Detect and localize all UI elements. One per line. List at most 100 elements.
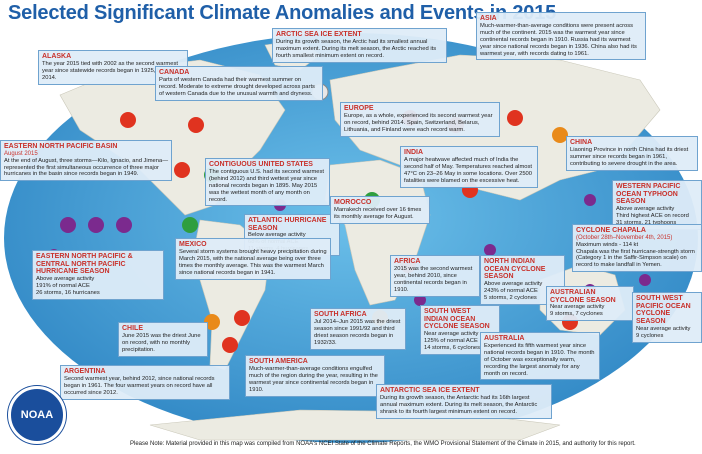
callout-text: The year 2015 tied with 2002 as the seco… xyxy=(42,60,178,81)
callout-heading: WESTERN PACIFIC OCEAN TYPHOON SEASON xyxy=(616,183,681,206)
callout: EASTERN NORTH PACIFIC BASIN August 2015 At… xyxy=(0,140,172,182)
callout-text: 243% of normal ACE xyxy=(484,288,538,295)
callout-text: Much-warmer-than-average conditions engu… xyxy=(249,365,378,393)
callout-heading: SOUTH WEST PACIFIC OCEAN CYCLONE SEASON xyxy=(636,295,691,326)
callout-heading: CHILE xyxy=(122,325,143,332)
callout-text: Near average activity xyxy=(636,325,691,332)
callout-text: 2015 was the second warmest year, behind… xyxy=(394,265,473,293)
callout-text: Above average activity xyxy=(616,206,675,213)
callout-heading: SOUTH AFRICA xyxy=(314,311,367,318)
callout-text: 9 storms, 7 cyclones xyxy=(550,311,603,318)
title: Selected Significant Climate Anomalies a… xyxy=(8,2,557,24)
callout-date: (October 28th–November 4th, 2015) xyxy=(576,234,673,241)
callout-heading: ASIA xyxy=(480,15,497,22)
callout-heading: CYCLONE CHAPALA xyxy=(576,227,646,234)
callout: MEXICO Several storm systems brought heav… xyxy=(175,238,331,280)
callout: SOUTH WEST PACIFIC OCEAN CYCLONE SEASON N… xyxy=(632,292,702,343)
callout-heading: ANTARCTIC SEA ICE EXTENT xyxy=(380,387,480,394)
callout-text: 5 storms, 2 cyclones xyxy=(484,294,537,301)
callout-heading: EASTERN NORTH PACIFIC BASIN xyxy=(4,143,118,150)
warm-icon xyxy=(120,112,136,128)
callout-text: Much-warmer-than-average conditions were… xyxy=(480,22,637,57)
callout-heading: CANADA xyxy=(159,69,190,76)
callout-text: Chapala was the first hurricane-strength… xyxy=(576,248,695,269)
callout: CYCLONE CHAPALA (October 28th–November 4t… xyxy=(572,224,702,273)
callout-text: Liaoning Province in north China had its… xyxy=(570,146,689,167)
callout-date: August 2015 xyxy=(4,150,38,157)
callout: WESTERN PACIFIC OCEAN TYPHOON SEASON Abov… xyxy=(612,180,702,230)
callout: CHILE June 2015 was the driest June on re… xyxy=(118,322,208,357)
callout-text: 26 storms, 16 hurricanes xyxy=(36,289,100,296)
callout-text: June 2015 was the driest June on record,… xyxy=(122,332,201,353)
callout-text: Experienced its fifth warmest year since… xyxy=(484,342,595,377)
callout: ARCTIC SEA ICE EXTENT During its growth s… xyxy=(272,28,447,63)
callout: AUSTRALIAN CYCLONE SEASON Near average ac… xyxy=(546,286,634,322)
callout-text: Below average activity xyxy=(248,232,306,239)
logo: NOAA xyxy=(8,386,66,444)
warm-icon xyxy=(507,110,523,126)
callout-heading: SOUTH AMERICA xyxy=(249,358,308,365)
callout-heading: INDIA xyxy=(404,149,424,156)
wet-icon xyxy=(182,217,198,233)
callout: INDIA A major heatwave affected much of I… xyxy=(400,146,538,188)
warm-icon xyxy=(174,162,190,178)
callout-heading: CONTIGUOUS UNITED STATES xyxy=(209,161,313,168)
callout-text: The contiguous U.S. had its second warme… xyxy=(209,168,325,203)
warm-icon xyxy=(234,310,250,326)
footnote: Please Note: Material provided in this m… xyxy=(130,441,636,447)
callout-text: 191% of normal ACE xyxy=(36,283,90,290)
callout: MOROCCO Marrakech received over 16 times … xyxy=(330,196,430,224)
callout-heading: AUSTRALIAN CYCLONE SEASON xyxy=(550,289,616,304)
callout-text: 14 storms, 6 cyclones xyxy=(424,344,481,351)
callout-text: 31 storms, 21 typhoons xyxy=(616,219,677,226)
callout-text: 9 cyclones xyxy=(636,332,664,339)
callout-heading: ATLANTIC HURRICANE SEASON xyxy=(248,217,327,232)
callout-text: Maximum winds - 114 kt xyxy=(576,241,639,248)
callout-heading: CHINA xyxy=(570,139,593,146)
callout-heading: AFRICA xyxy=(394,258,421,265)
callout: ARGENTINA Second warmest year, behind 201… xyxy=(60,365,230,400)
dry-icon xyxy=(552,127,568,143)
callout-heading: EASTERN NORTH PACIFIC & CENTRAL NORTH PA… xyxy=(36,253,133,276)
callout: ANTARCTIC SEA ICE EXTENT During its growt… xyxy=(376,384,552,419)
callout-heading: MOROCCO xyxy=(334,199,372,206)
callout: EASTERN NORTH PACIFIC & CENTRAL NORTH PA… xyxy=(32,250,164,300)
callout-text: At the end of August, three storms—Kilo,… xyxy=(4,157,169,178)
callout-text: Marrakech received over 16 times its mon… xyxy=(334,206,422,220)
callout-heading: ARGENTINA xyxy=(64,368,106,375)
callout-text: Near average activity xyxy=(550,304,605,311)
callout: CANADA Parts of western Canada had their … xyxy=(155,66,323,101)
callout-heading: SOUTH WEST INDIAN OCEAN CYCLONE SEASON xyxy=(424,308,490,331)
callout-text: Near average activity xyxy=(424,331,479,338)
callout-text: Above average activity xyxy=(484,281,543,288)
callout-heading: AUSTRALIA xyxy=(484,335,525,342)
callout-text: During its growth season, the Antarctic … xyxy=(380,394,538,415)
callout-heading: MEXICO xyxy=(179,241,207,248)
callout-text: During its growth season, the Arctic had… xyxy=(276,38,437,59)
callout-text: Jul 2014–Jun 2015 was the driest season … xyxy=(314,318,401,346)
callout: EUROPE Europe, as a whole, experienced it… xyxy=(340,102,500,137)
callout-heading: ALASKA xyxy=(42,53,72,60)
callout: AUSTRALIA Experienced its fifth warmest y… xyxy=(480,332,600,381)
callout-heading: EUROPE xyxy=(344,105,374,112)
callout-text: 125% of normal ACE xyxy=(424,338,478,345)
warm-icon xyxy=(222,337,238,353)
callout: ASIA Much-warmer-than-average conditions … xyxy=(476,12,646,61)
callout-text: Parts of western Canada had their warmes… xyxy=(159,76,315,97)
callout-text: Second warmest year, behind 2012, since … xyxy=(64,375,215,396)
callout: CHINA Liaoning Province in north China ha… xyxy=(566,136,698,171)
callout-text: Third highest ACE on record xyxy=(616,213,689,220)
callout-text: A major heatwave affected much of India … xyxy=(404,156,533,184)
warm-icon xyxy=(188,117,204,133)
dry-icon xyxy=(204,314,220,330)
callout: CONTIGUOUS UNITED STATES The contiguous U… xyxy=(205,158,330,207)
callout-heading: ARCTIC SEA ICE EXTENT xyxy=(276,31,362,38)
callout: SOUTH AFRICA Jul 2014–Jun 2015 was the dr… xyxy=(310,308,406,350)
callout-heading: NORTH INDIAN OCEAN CYCLONE SEASON xyxy=(484,258,546,281)
callout: SOUTH AMERICA Much-warmer-than-average co… xyxy=(245,355,385,397)
callout-text: Several storm systems brought heavy prec… xyxy=(179,248,327,276)
callout: AFRICA 2015 was the second warmest year, … xyxy=(390,255,480,297)
callout-text: Europe, as a whole, experienced its seco… xyxy=(344,112,493,133)
callout-text: Above average activity xyxy=(36,276,95,283)
